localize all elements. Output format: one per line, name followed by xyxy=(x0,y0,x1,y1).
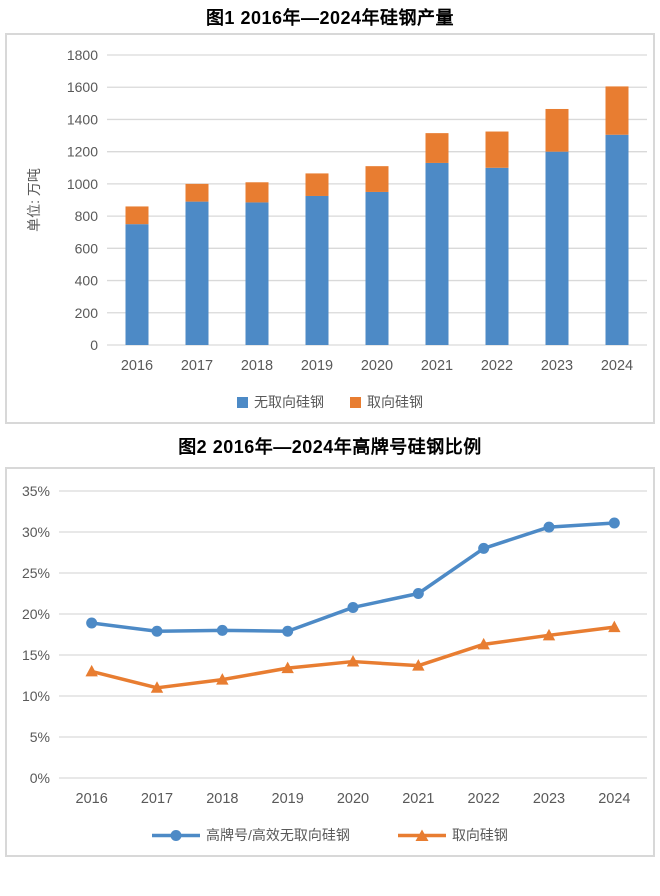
x-tick-label: 2016 xyxy=(121,358,153,374)
x-tick-label: 2016 xyxy=(76,791,108,807)
bar-segment xyxy=(605,86,629,135)
y-tick-label: 30% xyxy=(22,524,50,540)
data-point-marker xyxy=(150,681,164,693)
bar-segment xyxy=(425,162,449,345)
blue-square-icon xyxy=(237,396,248,408)
x-tick-label: 2023 xyxy=(533,791,565,807)
legend-item-high-grade: 高牌号/高效无取向硅钢 xyxy=(152,825,350,845)
y-tick-label: 800 xyxy=(75,208,99,224)
bar-segment xyxy=(545,151,569,345)
bar-chart-legend: 无取向硅钢 取向硅钢 xyxy=(7,384,653,420)
chart2-title: 图2 2016年—2024年高牌号硅钢比例 xyxy=(178,437,482,457)
legend-item-oriented: 取向硅钢 xyxy=(397,825,508,845)
line-chart-legend: 高牌号/高效无取向硅钢 取向硅钢 xyxy=(7,817,653,853)
y-tick-label: 5% xyxy=(30,729,50,745)
bar-segment xyxy=(365,191,389,345)
y-tick-label: 600 xyxy=(75,240,99,256)
data-point-marker xyxy=(216,673,229,685)
data-point-marker xyxy=(478,542,490,554)
x-tick-label: 2024 xyxy=(601,358,633,374)
y-tick-label: 0 xyxy=(90,337,98,353)
y-axis-title: 单位: 万吨 xyxy=(26,168,42,232)
bar-chart: 0 200 400 600 800 1000 1200 1400 1600 1800 2016 201… xyxy=(26,47,647,374)
x-tick-label: 2019 xyxy=(301,358,333,374)
data-point-marker xyxy=(543,521,555,533)
y-tick-label: 1400 xyxy=(67,111,98,127)
x-tick-label: 2018 xyxy=(241,358,273,374)
y-tick-label: 25% xyxy=(22,565,50,581)
bar-segment xyxy=(485,131,509,168)
y-tick-label: 10% xyxy=(22,688,50,704)
line-series xyxy=(89,521,617,633)
bar-segment xyxy=(245,202,269,345)
line-with-triangle-marker-icon xyxy=(397,829,446,841)
y-tick-label: 400 xyxy=(75,273,99,289)
data-point-marker xyxy=(281,661,294,674)
data-point-marker xyxy=(347,601,359,613)
data-point-marker xyxy=(86,617,98,629)
bar-segment xyxy=(125,224,149,345)
x-tick-label: 2017 xyxy=(181,358,213,374)
data-point-marker xyxy=(151,625,163,637)
y-tick-label: 1200 xyxy=(67,144,98,160)
bar-segment xyxy=(485,167,509,345)
bar-segment xyxy=(425,133,449,163)
bar-segment xyxy=(245,182,269,203)
x-tick-label: 2019 xyxy=(272,791,304,807)
legend-label: 取向硅钢 xyxy=(451,827,508,843)
bar-segment xyxy=(305,195,329,345)
bar-segment xyxy=(185,183,209,202)
bar-segment xyxy=(185,201,209,345)
data-point-marker xyxy=(608,620,621,633)
bar-segment xyxy=(365,166,389,192)
x-tick-label: 2020 xyxy=(361,358,393,374)
y-tick-label: 20% xyxy=(22,606,50,622)
y-tick-label: 1800 xyxy=(67,47,98,63)
x-tick-label: 2017 xyxy=(141,791,173,807)
bar-chart-panel: 0 200 400 600 800 1000 1200 1400 1600 1800 2016 201… xyxy=(5,33,655,424)
x-tick-label: 2022 xyxy=(468,791,500,807)
legend-label: 取向硅钢 xyxy=(367,394,423,410)
line-chart-panel: 0% 5% 10% 15% 20% 25% 30% 35% 2016 2017 2018 2019 20… xyxy=(5,467,655,857)
data-point-marker xyxy=(477,637,490,650)
chart1-title: 图1 2016年—2024年硅钢产量 xyxy=(205,8,455,28)
line-chart: 0% 5% 10% 15% 20% 25% 30% 35% 2016 2017 2018 2019 20… xyxy=(22,483,647,807)
bar-segment xyxy=(545,108,569,152)
orange-square-icon xyxy=(350,396,361,408)
legend-item-non-oriented: 无取向硅钢 xyxy=(237,392,324,412)
x-tick-label: 2021 xyxy=(402,791,434,807)
data-point-marker xyxy=(346,655,360,667)
line-with-circle-marker-icon xyxy=(152,829,201,841)
data-point-marker xyxy=(542,628,556,641)
y-tick-label: 1000 xyxy=(67,176,98,192)
data-point-marker xyxy=(216,624,228,636)
y-tick-label: 200 xyxy=(75,305,99,321)
bar-segment xyxy=(125,206,149,225)
x-tick-label: 2024 xyxy=(598,791,630,807)
y-tick-label: 35% xyxy=(22,483,50,499)
legend-label: 无取向硅钢 xyxy=(254,394,324,410)
x-tick-label: 2023 xyxy=(541,358,573,374)
legend-label: 高牌号/高效无取向硅钢 xyxy=(206,827,350,843)
data-point-marker xyxy=(282,625,294,637)
x-tick-label: 2022 xyxy=(481,358,513,374)
bar-segment xyxy=(305,173,329,196)
x-tick-label: 2018 xyxy=(206,791,238,807)
data-point-marker xyxy=(412,659,425,671)
bar-segment xyxy=(605,134,629,345)
data-point-marker xyxy=(608,517,620,529)
x-tick-label: 2020 xyxy=(337,791,369,807)
y-tick-label: 15% xyxy=(22,647,50,663)
legend-item-oriented: 取向硅钢 xyxy=(350,392,423,412)
data-point-marker xyxy=(412,588,424,599)
x-tick-label: 2021 xyxy=(421,358,453,374)
y-tick-label: 1600 xyxy=(67,79,98,95)
data-point-marker xyxy=(85,664,98,677)
y-tick-label: 0% xyxy=(30,770,50,786)
